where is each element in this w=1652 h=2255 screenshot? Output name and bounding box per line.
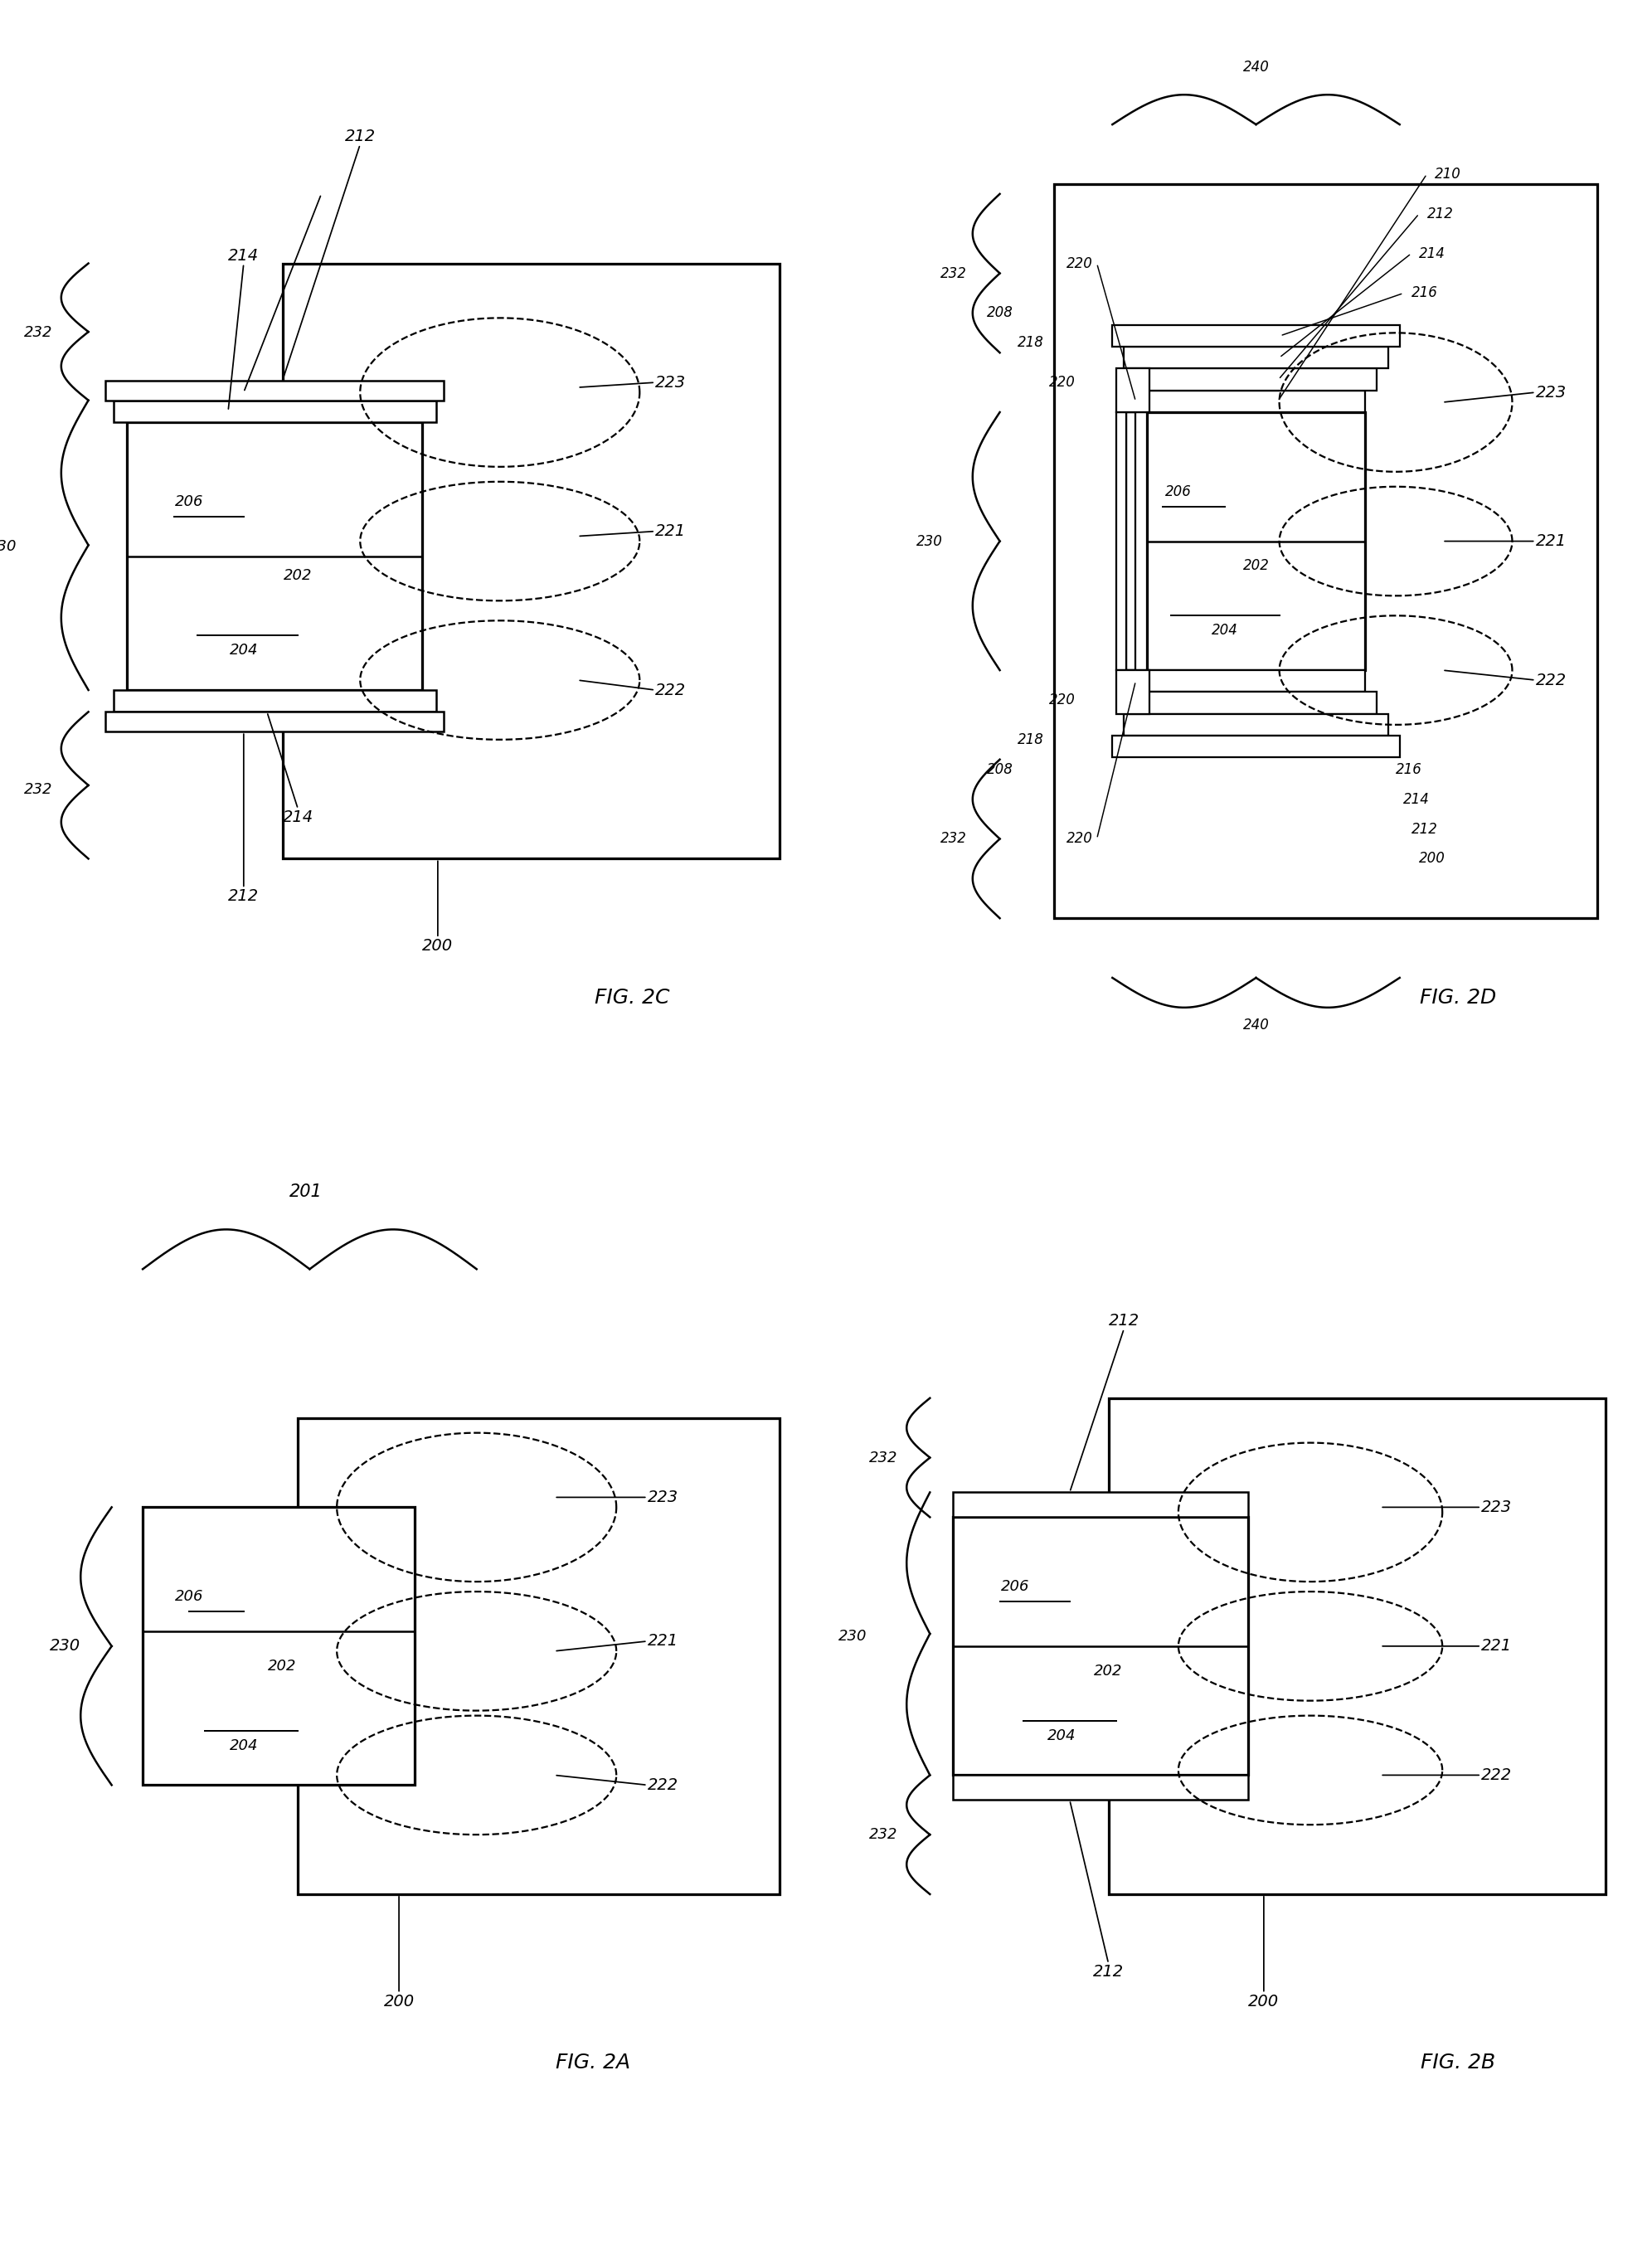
Text: 206: 206 xyxy=(175,1590,203,1603)
Text: 204: 204 xyxy=(230,1739,258,1752)
Text: 204: 204 xyxy=(230,643,258,658)
Text: 216: 216 xyxy=(1411,286,1437,300)
Text: 208: 208 xyxy=(986,762,1013,778)
Bar xyxy=(953,1493,1249,1518)
Text: 232: 232 xyxy=(940,832,966,846)
Text: 221: 221 xyxy=(1482,1639,1512,1653)
Text: 206: 206 xyxy=(1165,485,1191,498)
Text: FIG. 2B: FIG. 2B xyxy=(1421,2052,1495,2072)
Bar xyxy=(1127,413,1135,670)
Text: 230: 230 xyxy=(917,534,943,548)
Text: 230: 230 xyxy=(50,1639,81,1653)
Text: 221: 221 xyxy=(656,523,686,539)
Bar xyxy=(1146,390,1365,413)
Text: 223: 223 xyxy=(1482,1500,1512,1515)
Text: 232: 232 xyxy=(869,1450,897,1466)
Text: 218: 218 xyxy=(1018,733,1044,746)
Bar xyxy=(1123,347,1388,368)
Text: 220: 220 xyxy=(1049,374,1075,390)
Text: 220: 220 xyxy=(1049,692,1075,708)
Bar xyxy=(297,1418,780,1894)
Text: 202: 202 xyxy=(284,568,312,584)
Bar xyxy=(127,422,423,690)
Text: 206: 206 xyxy=(175,494,203,510)
Text: 202: 202 xyxy=(268,1657,297,1673)
Bar xyxy=(142,1506,415,1786)
Text: 200: 200 xyxy=(1419,850,1446,866)
Bar xyxy=(114,690,436,713)
Text: 220: 220 xyxy=(1067,255,1094,271)
Text: 222: 222 xyxy=(1482,1768,1512,1784)
Bar xyxy=(114,401,436,422)
Text: 208: 208 xyxy=(986,304,1013,320)
Text: 214: 214 xyxy=(1404,792,1431,807)
Text: FIG. 2A: FIG. 2A xyxy=(555,2052,631,2072)
Text: 200: 200 xyxy=(1249,1993,1279,2009)
Text: 214: 214 xyxy=(1419,246,1446,262)
Text: 212: 212 xyxy=(345,129,375,144)
Text: 200: 200 xyxy=(423,938,453,954)
Text: 218: 218 xyxy=(1018,336,1044,350)
Text: 204: 204 xyxy=(1211,622,1239,638)
Bar xyxy=(1108,1398,1606,1894)
Text: 214: 214 xyxy=(228,248,259,264)
Bar xyxy=(1127,670,1146,692)
Text: 221: 221 xyxy=(648,1633,679,1648)
Bar xyxy=(1146,413,1365,670)
Text: 232: 232 xyxy=(869,1827,897,1842)
Text: 221: 221 xyxy=(1536,534,1566,548)
Text: 202: 202 xyxy=(1242,559,1269,573)
Bar xyxy=(1112,325,1399,347)
Text: 223: 223 xyxy=(1536,386,1566,399)
Bar xyxy=(1146,670,1365,692)
Bar xyxy=(1117,413,1127,670)
Text: 212: 212 xyxy=(1094,1964,1123,1980)
Text: 206: 206 xyxy=(1001,1578,1029,1594)
Text: 232: 232 xyxy=(940,266,966,282)
Text: 223: 223 xyxy=(648,1491,679,1504)
Bar xyxy=(1117,368,1150,413)
Bar xyxy=(282,264,780,859)
Text: 223: 223 xyxy=(656,374,686,390)
Text: 201: 201 xyxy=(289,1184,322,1200)
Bar xyxy=(1054,185,1597,918)
Bar xyxy=(106,381,444,401)
Text: 222: 222 xyxy=(648,1777,679,1793)
Text: 222: 222 xyxy=(1536,672,1566,688)
Text: 216: 216 xyxy=(1396,762,1422,778)
Text: 230: 230 xyxy=(838,1628,867,1644)
Bar xyxy=(106,713,444,731)
Text: FIG. 2C: FIG. 2C xyxy=(595,988,669,1008)
Text: 214: 214 xyxy=(282,810,314,825)
Bar xyxy=(1057,194,1589,909)
Bar xyxy=(1112,735,1399,758)
Bar xyxy=(1127,390,1146,413)
Bar xyxy=(1135,692,1376,715)
Text: 212: 212 xyxy=(1108,1312,1140,1328)
Text: 232: 232 xyxy=(23,782,53,796)
Text: 240: 240 xyxy=(1242,1017,1269,1033)
Text: 200: 200 xyxy=(383,1993,415,2009)
Text: 220: 220 xyxy=(1067,832,1094,846)
Text: 240: 240 xyxy=(1242,61,1269,74)
Text: 232: 232 xyxy=(23,325,53,341)
Text: 202: 202 xyxy=(1094,1664,1123,1678)
Text: 210: 210 xyxy=(1434,167,1460,183)
Text: 212: 212 xyxy=(1427,205,1454,221)
Text: FIG. 2D: FIG. 2D xyxy=(1419,988,1497,1008)
Text: 212: 212 xyxy=(228,888,259,904)
Text: 222: 222 xyxy=(656,683,686,697)
Bar xyxy=(1123,715,1388,735)
Bar xyxy=(1117,670,1150,715)
Text: 230: 230 xyxy=(0,539,17,555)
Bar xyxy=(1135,368,1376,390)
Text: 204: 204 xyxy=(1047,1727,1075,1743)
Text: 212: 212 xyxy=(1411,821,1437,837)
Bar xyxy=(953,1518,1249,1775)
Bar xyxy=(953,1775,1249,1799)
